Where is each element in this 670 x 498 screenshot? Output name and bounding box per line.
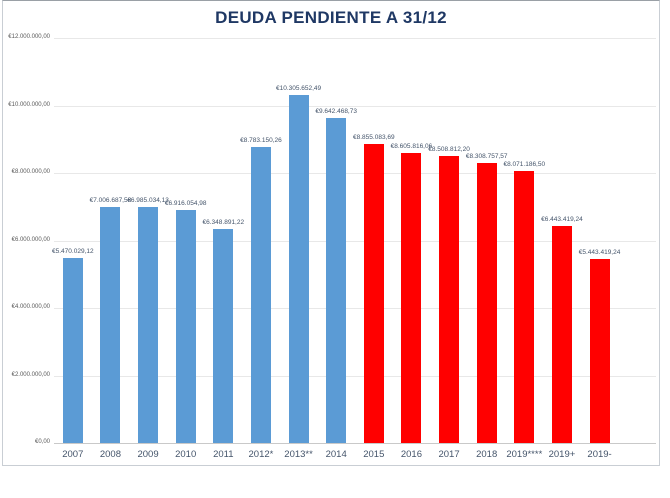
bar-value-label-2016: €8.605.816,06 xyxy=(390,142,433,150)
x-tick-label-2010: 2010 xyxy=(175,449,197,460)
gridline xyxy=(54,38,656,39)
bar-value-label-2019+: €6.443.419,24 xyxy=(541,215,583,223)
x-tick-label-2019-: 2019- xyxy=(587,449,612,460)
bar-value-label-2018: €8.308.757,57 xyxy=(465,152,508,160)
x-tick-label-2018: 2018 xyxy=(476,449,498,460)
bar-2013** xyxy=(288,95,309,443)
x-tick-label-2019+: 2019+ xyxy=(548,449,576,460)
x-tick-label-2007: 2007 xyxy=(62,449,84,460)
bar-2016 xyxy=(401,152,422,443)
y-tick-label: €8.000.000,00 xyxy=(11,169,50,175)
x-tick-label-2014: 2014 xyxy=(325,449,347,460)
bar-2014 xyxy=(326,117,347,443)
x-tick-label-2015: 2015 xyxy=(363,449,385,460)
bar-value-label-2010: €6.916.054,98 xyxy=(164,199,207,207)
chart-title: DEUDA PENDIENTE A 31/12 xyxy=(215,8,447,27)
x-tick-label-2009: 2009 xyxy=(137,449,159,460)
bar-2019**** xyxy=(514,170,535,443)
bar-2007 xyxy=(62,258,83,443)
y-tick-label: €4.000.000,00 xyxy=(11,304,50,310)
chart-frame: DEUDA PENDIENTE A 31/12 €5.470.029,12 €7.… xyxy=(2,0,660,466)
bar-2011 xyxy=(213,228,234,443)
bar-value-label-2015: €8.855.083,69 xyxy=(353,134,395,142)
x-tick-label-2017: 2017 xyxy=(438,449,460,460)
x-tick-label-2008: 2008 xyxy=(99,449,122,460)
bar-value-label-2012*: €8.783.150,26 xyxy=(240,136,282,144)
y-tick-label: €2.000.000,00 xyxy=(11,371,50,378)
x-tick-label-2013**: 2013** xyxy=(284,449,313,460)
y-tick-label: €10.000.000,00 xyxy=(8,101,50,108)
bar-value-label-2008: €7.006.687,58 xyxy=(89,196,132,204)
bar-2010 xyxy=(175,209,196,443)
x-axis-line xyxy=(54,443,656,444)
bar-2012* xyxy=(250,146,271,443)
bar-value-label-2011: €6.348.891,22 xyxy=(202,218,245,226)
x-tick-label-2016: 2016 xyxy=(400,449,423,460)
x-tick-label-2012*: 2012* xyxy=(248,449,274,460)
bar-2019+ xyxy=(551,225,572,443)
bar-2019- xyxy=(589,259,610,443)
bar-value-label-2019****: €8.071.186,50 xyxy=(503,160,546,168)
bar-2008 xyxy=(100,206,121,443)
bar-value-label-2014: €9.642.468,73 xyxy=(315,107,357,115)
plot-area: €5.470.029,12 €7.006.687,58 €6.985.034,13 €… xyxy=(52,38,656,444)
gridline xyxy=(54,375,656,377)
y-tick-label: €0,00 xyxy=(34,439,50,445)
bar-value-label-2017: €8.508.812,20 xyxy=(428,145,470,153)
bar-value-label-2009: €6.985.034,13 xyxy=(127,197,169,205)
bar-2018 xyxy=(476,162,497,443)
bar-value-label-2019-: €5.443.419,24 xyxy=(578,249,621,257)
y-tick-label: €6.000.000,00 xyxy=(11,236,50,243)
y-tick-label: €12.000.000,00 xyxy=(8,34,50,40)
bar-2015 xyxy=(363,144,384,443)
bar-value-label-2007: €5.470.029,12 xyxy=(52,248,94,256)
bar-2017 xyxy=(439,155,460,443)
bar-2009 xyxy=(138,207,159,443)
x-tick-label-2011: 2011 xyxy=(213,449,234,460)
bar-value-label-2013**: €10.305.652,49 xyxy=(275,85,322,93)
gridline xyxy=(54,240,656,242)
gridline xyxy=(54,308,656,309)
x-tick-label-2019****: 2019**** xyxy=(506,449,543,460)
gridline xyxy=(54,173,656,174)
gridline xyxy=(54,105,656,107)
